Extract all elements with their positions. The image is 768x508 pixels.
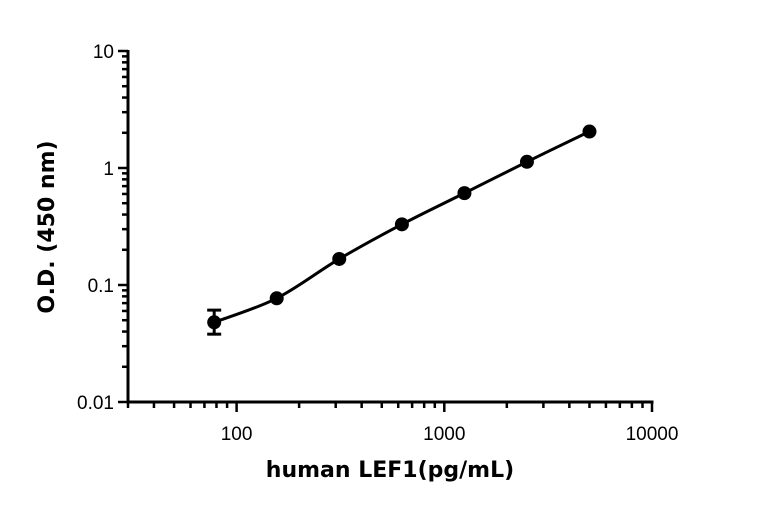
x-tick-label: 1000 [423,424,465,445]
data-point [582,124,597,139]
data-point [519,154,534,169]
x-tick-label: 100 [221,424,253,445]
data-point [207,315,222,330]
data-point [269,291,284,306]
data-point [394,217,409,232]
data-points [207,124,597,336]
data-point [457,186,472,201]
y-axis: 0.01 0.1 1 10 [77,42,130,414]
x-tick-label: 10000 [626,424,679,445]
x-axis-title: human LEF1(pg/mL) [266,458,514,483]
y-axis-title: O.D. (450 nm) [35,140,60,313]
y-tick-label: 0.01 [77,393,114,414]
data-point [332,251,347,266]
x-axis: 100 1000 10000 [126,400,679,445]
y-tick-label: 0.1 [88,276,114,297]
y-tick-label: 10 [93,42,114,63]
y-tick-label: 1 [103,159,114,180]
